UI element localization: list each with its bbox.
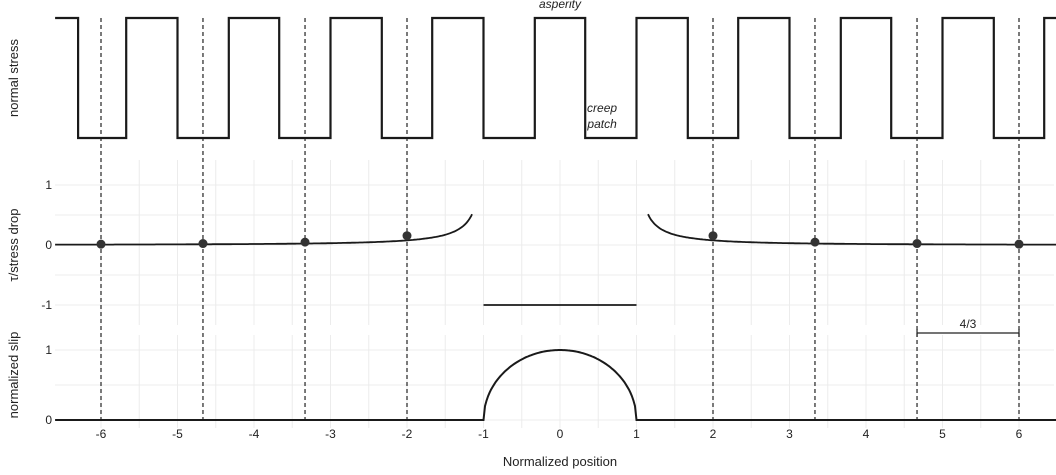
y-tick-label: 0 <box>45 413 52 427</box>
x-tick-label: 4 <box>863 427 870 441</box>
x-tick-label: -3 <box>325 427 336 441</box>
annotation-creep: creep <box>587 101 617 115</box>
normal-stress-panel: asperity creep patch <box>55 0 1056 140</box>
y-label-slip: normalized slip <box>6 332 21 419</box>
x-tick-label: -2 <box>402 427 413 441</box>
x-axis-label: Normalized position <box>503 454 617 469</box>
annotation-asperity: asperity <box>539 0 582 11</box>
y-tick-label: 0 <box>45 238 52 252</box>
stress-point <box>198 239 208 249</box>
x-tick-label: -5 <box>172 427 183 441</box>
x-tick-labels: -6 -5 -4 -3 -2 -1 0 1 2 3 4 5 6 <box>96 427 1023 441</box>
x-tick-label: -4 <box>249 427 260 441</box>
stress-point <box>708 231 718 241</box>
y-label-stress-change: τ/stress drop <box>6 208 21 281</box>
grid-lines <box>55 160 1054 428</box>
stress-curve-left <box>55 213 473 246</box>
stress-point <box>402 231 412 241</box>
y-tick-label: -1 <box>41 298 52 312</box>
slip-panel: 1 0 4/3 <box>45 317 1056 427</box>
stress-point <box>96 239 106 249</box>
x-tick-label: 2 <box>710 427 717 441</box>
x-tick-label: 5 <box>939 427 946 441</box>
stress-point <box>300 237 310 247</box>
stress-point <box>1014 239 1024 249</box>
x-tick-label: 0 <box>557 427 564 441</box>
x-tick-label: 6 <box>1016 427 1023 441</box>
annotation-patch: patch <box>586 117 617 131</box>
y-label-normal-stress: normal stress <box>6 38 21 117</box>
stress-change-panel: 1 0 -1 <box>41 178 1056 312</box>
normal-stress-line <box>55 16 1056 140</box>
y-tick-label: 1 <box>45 343 52 357</box>
stress-point <box>912 239 922 249</box>
stress-point <box>810 237 820 247</box>
y-tick-label: 1 <box>45 178 52 192</box>
x-tick-label: 3 <box>786 427 793 441</box>
x-tick-label: 1 <box>633 427 640 441</box>
slip-line <box>55 349 1056 421</box>
x-tick-label: -6 <box>96 427 107 441</box>
spacing-label: 4/3 <box>960 317 977 331</box>
stress-curve-right <box>647 213 1056 246</box>
x-tick-label: -1 <box>478 427 489 441</box>
guide-lines <box>100 18 1020 420</box>
